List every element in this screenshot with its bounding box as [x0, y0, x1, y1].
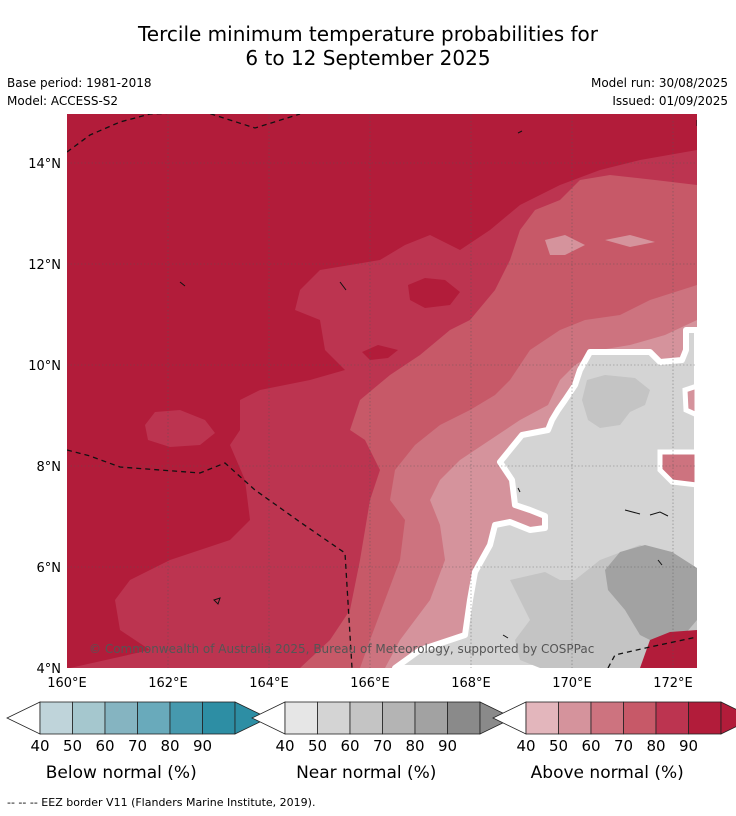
- colorbar-tick: 90: [679, 737, 698, 755]
- colorbar-swatch: [447, 701, 481, 735]
- lat-label: 6°N: [37, 561, 62, 576]
- colorbar-low-extend: [6, 701, 41, 735]
- colorbar-tick: 50: [549, 737, 568, 755]
- eez-borders: [67, 114, 697, 668]
- above-50-patch-3: [605, 235, 655, 247]
- colorbar-tick: 40: [516, 737, 535, 755]
- colorbar-tick: 40: [275, 737, 294, 755]
- colorbar-tick: 90: [193, 737, 212, 755]
- colorbar-tick: 60: [581, 737, 600, 755]
- map-fill: [67, 114, 697, 668]
- colorbar-swatch: [202, 701, 236, 735]
- lon-label: 164°E: [249, 676, 289, 691]
- lat-label: 10°N: [28, 359, 61, 374]
- title-line-1: Tercile minimum temperature probabilitie…: [137, 22, 599, 46]
- above-80-patch: [145, 410, 215, 447]
- near-60-patch: [582, 375, 650, 428]
- base-period: Base period: 1981-2018: [7, 76, 152, 90]
- colorbar-swatch: [558, 701, 592, 735]
- near-70-area: [605, 545, 697, 645]
- colorbar-title: Above normal (%): [531, 763, 684, 783]
- colorbar-low-extend: [251, 701, 286, 735]
- above-50-patch-2: [545, 235, 585, 255]
- colorbar: 40 50 60 70 80 90 Above normal (%): [492, 701, 736, 783]
- colorbar-high-extend: [720, 701, 736, 735]
- colorbar-swatch: [72, 701, 106, 735]
- colorbar: 40 50 60 70 80 90 Below normal (%): [6, 701, 269, 783]
- model-run: Model run: 30/08/2025: [590, 76, 728, 90]
- title-line-2: 6 to 12 September 2025: [245, 46, 491, 70]
- colorbar-low-extend: [492, 701, 527, 735]
- lon-label: 162°E: [148, 676, 188, 691]
- model-name: Model: ACCESS-S2: [7, 94, 119, 108]
- colorbar-tick: 60: [95, 737, 114, 755]
- above-60-patch: [657, 449, 697, 488]
- issued-date: Issued: 01/09/2025: [612, 94, 728, 108]
- lon-label: 172°E: [653, 676, 693, 691]
- lat-axis: 14°N 12°N 10°N 8°N 6°N 4°N: [28, 157, 61, 677]
- eez-footnote: -- -- -- EEZ border V11 (Flanders Marine…: [7, 796, 316, 809]
- colorbar-tick: 70: [128, 737, 147, 755]
- above-90-patch-1: [408, 278, 460, 308]
- lat-label: 12°N: [28, 258, 61, 273]
- colorbar-swatch: [525, 701, 559, 735]
- colorbar-tick: 70: [373, 737, 392, 755]
- lon-label: 170°E: [552, 676, 592, 691]
- colorbar-tick: 60: [340, 737, 359, 755]
- colorbar-title: Near normal (%): [296, 763, 436, 783]
- lat-label: 8°N: [37, 460, 62, 475]
- colorbar-tick: 40: [30, 737, 49, 755]
- lon-label: 160°E: [47, 676, 87, 691]
- meta-right: Model run: 30/08/2025 Issued: 01/09/2025: [591, 74, 728, 110]
- colorbar-swatch: [414, 701, 448, 735]
- lon-label: 166°E: [350, 676, 390, 691]
- colorbar-title: Below normal (%): [46, 763, 197, 783]
- colorbar-swatch: [382, 701, 416, 735]
- colorbar-swatch: [349, 701, 383, 735]
- colorbar-swatch: [688, 701, 722, 735]
- colorbar-tick: 90: [438, 737, 457, 755]
- lon-axis: 160°E 162°E 164°E 166°E 168°E 170°E 172°…: [47, 676, 693, 691]
- colorbar-swatch: [655, 701, 689, 735]
- gridlines: [67, 114, 697, 668]
- colorbar-tick: 80: [646, 737, 665, 755]
- colorbar-swatch: [104, 701, 138, 735]
- colorbar-tick: 70: [614, 737, 633, 755]
- lat-label: 14°N: [28, 157, 61, 172]
- colorbar-swatch: [623, 701, 657, 735]
- lon-label: 168°E: [451, 676, 491, 691]
- colorbar-tick: 80: [405, 737, 424, 755]
- copyright-text: © Commonwealth of Australia 2025, Bureau…: [89, 642, 594, 656]
- colorbar-swatch: [317, 701, 351, 735]
- meta-left: Base period: 1981-2018 Model: ACCESS-S2: [7, 74, 152, 110]
- colorbar-tick: 50: [308, 737, 327, 755]
- colorbar-swatch: [169, 701, 203, 735]
- colorbar-swatch: [590, 701, 624, 735]
- colorbar-group: 40 50 60 70 80 90 Below normal (%) 40 50 60 70 80 90…: [6, 701, 736, 783]
- islands: [179, 120, 697, 639]
- colorbar-tick: 50: [63, 737, 82, 755]
- colorbar-swatch: [39, 701, 73, 735]
- chart-title: Tercile minimum temperature probabilitie…: [0, 22, 736, 70]
- colorbar-tick: 80: [160, 737, 179, 755]
- colorbar-swatch: [137, 701, 171, 735]
- lat-label: 4°N: [37, 662, 62, 677]
- above-90-patch-2: [362, 345, 398, 360]
- colorbar-swatch: [284, 701, 318, 735]
- above-50-patch: [682, 383, 697, 418]
